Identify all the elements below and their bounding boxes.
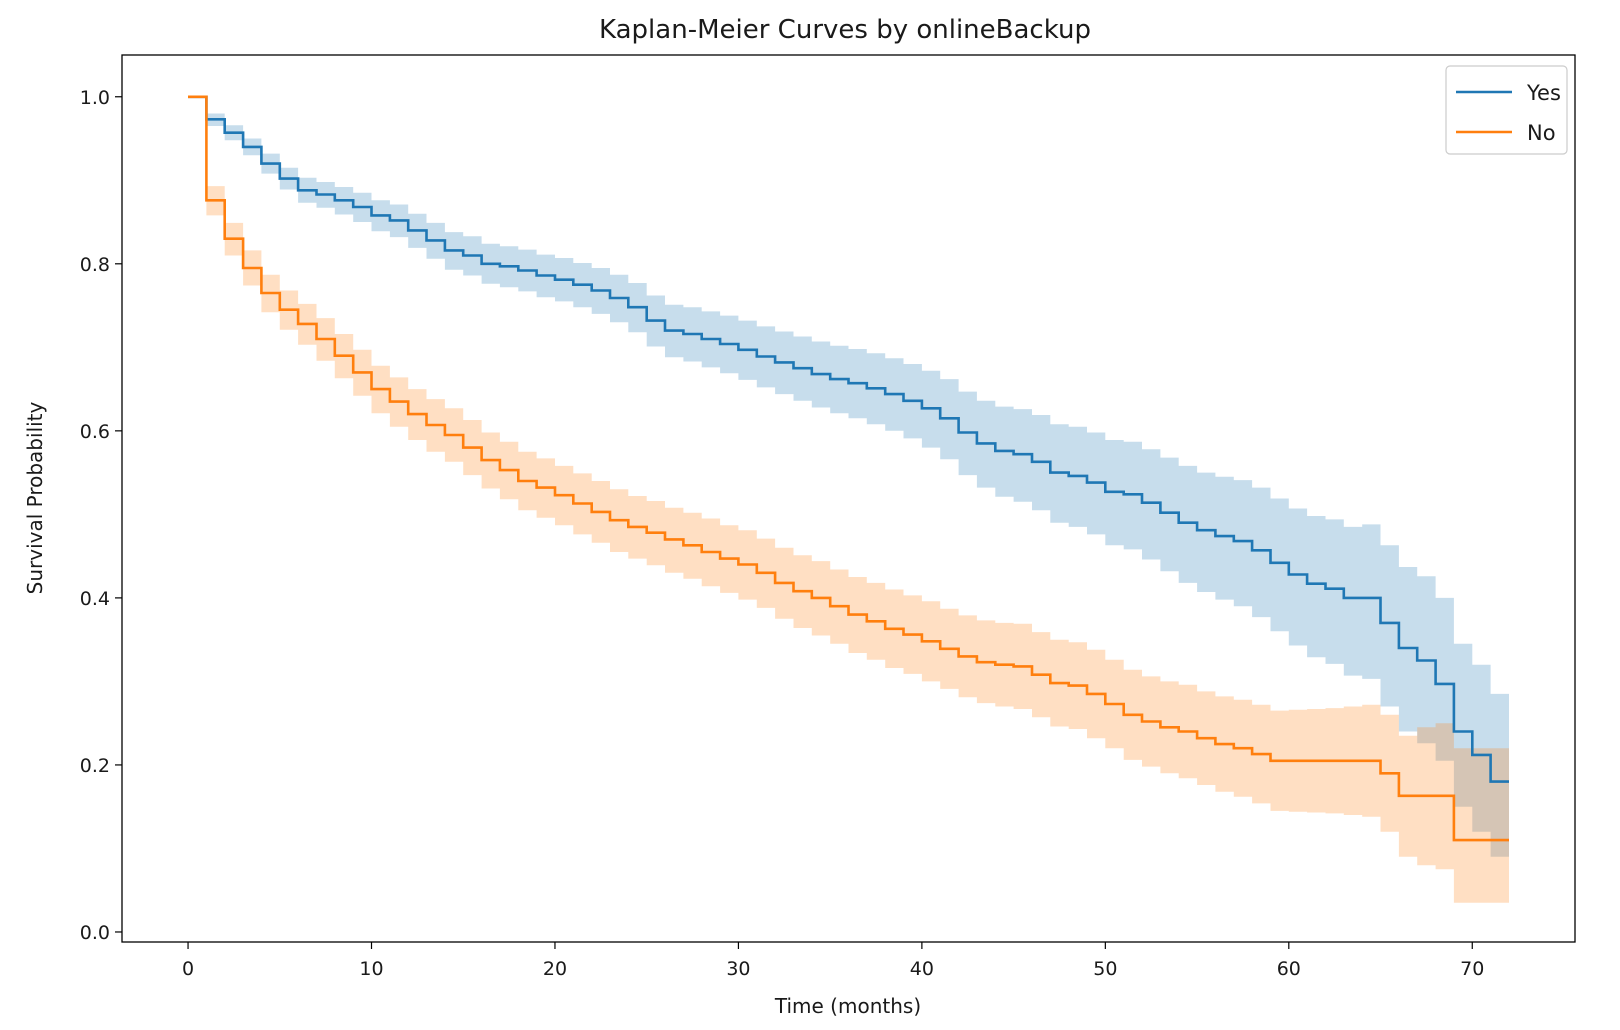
x-tick-label: 30 xyxy=(726,958,750,980)
y-tick-label: 0.6 xyxy=(80,421,110,443)
ci-band-no xyxy=(188,96,1509,903)
survival-line-no xyxy=(188,95,1509,842)
x-axis-label: Time (months) xyxy=(774,994,921,1018)
survival-lines xyxy=(188,95,1509,842)
x-axis: 0 10 20 30 40 50 60 70 xyxy=(182,942,1484,980)
y-tick-label: 0.2 xyxy=(80,755,110,777)
x-tick-label: 0 xyxy=(182,958,194,980)
x-tick-label: 60 xyxy=(1277,958,1301,980)
y-tick-label: 0.8 xyxy=(80,254,110,276)
ci-band-yes xyxy=(188,96,1509,857)
y-tick-label: 1.0 xyxy=(80,87,110,109)
plot-frame xyxy=(121,54,1576,943)
y-axis: 0.0 0.2 0.4 0.6 0.8 1.0 xyxy=(80,87,122,944)
y-tick-label: 0.0 xyxy=(80,922,110,944)
x-tick-label: 50 xyxy=(1093,958,1117,980)
x-tick-label: 40 xyxy=(910,958,934,980)
legend: Yes No xyxy=(1445,65,1568,155)
y-axis-label: Survival Probability xyxy=(23,401,47,594)
survival-line-yes xyxy=(188,95,1509,783)
legend-label-no: No xyxy=(1527,121,1556,145)
legend-label-yes: Yes xyxy=(1526,81,1561,105)
x-tick-label: 70 xyxy=(1460,958,1484,980)
confidence-bands xyxy=(188,96,1509,903)
chart-title: Kaplan-Meier Curves by onlineBackup xyxy=(599,15,1091,45)
x-tick-label: 20 xyxy=(543,958,567,980)
y-tick-label: 0.4 xyxy=(80,588,110,610)
x-tick-label: 10 xyxy=(359,958,383,980)
